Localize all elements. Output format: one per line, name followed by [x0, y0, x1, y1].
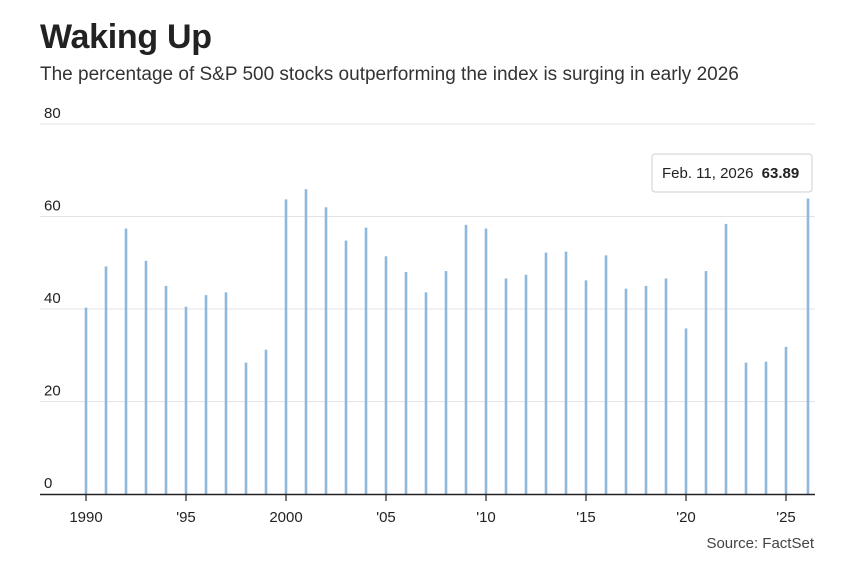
bar-2022: [724, 223, 728, 494]
bar-2001: [304, 189, 308, 494]
y-tick-label-0: 0: [44, 475, 52, 492]
bar-1990: [84, 307, 88, 494]
bar-1996: [204, 295, 208, 494]
bar-2012: [524, 274, 528, 494]
x-tick-label-2025: '25: [776, 509, 796, 526]
bar-2021: [704, 271, 708, 494]
x-tick-label-2010: '10: [476, 509, 496, 526]
bar-1995: [184, 306, 188, 494]
bar-2004: [364, 227, 368, 494]
x-tick-label-2000: 2000: [269, 509, 302, 526]
bar-2008: [444, 271, 448, 494]
x-tick-label-2005: '05: [376, 509, 396, 526]
tooltip-box: [651, 153, 813, 193]
bar-2011: [504, 278, 508, 494]
bar-1994: [164, 285, 168, 494]
bar-2009: [464, 224, 468, 494]
bar-2000: [284, 199, 288, 494]
bar-2023: [744, 362, 748, 494]
chart-title: Waking Up: [40, 18, 212, 56]
bar-2020: [684, 328, 688, 494]
x-axis-ticks: 1990 '95 2000 '05 '10 '15 '20 '25: [69, 494, 796, 526]
bar-2019: [664, 278, 668, 494]
bar-2007: [424, 292, 428, 494]
bar-2017: [624, 288, 628, 494]
tooltip: Feb. 11, 2026 63.89: [651, 153, 813, 193]
x-tick-label-1990: 1990: [69, 509, 102, 526]
y-tick-label-80: 80: [44, 105, 61, 122]
bar-2018: [644, 285, 648, 494]
bar-2013: [544, 252, 548, 494]
bar-2025: [784, 346, 788, 494]
bar-1999: [264, 349, 268, 494]
bars: [84, 189, 810, 495]
bar-2010: [484, 228, 488, 494]
bar-2005: [384, 256, 388, 494]
bar-2003: [344, 240, 348, 494]
x-tick-label-1995: '95: [176, 509, 196, 526]
y-tick-label-40: 40: [44, 290, 61, 307]
bar-2006: [404, 272, 408, 494]
tooltip-text: Feb. 11, 2026 63.89: [662, 165, 799, 182]
y-axis-labels: 0 20 40 60 80: [44, 105, 61, 492]
bar-1991: [104, 266, 108, 494]
source-note: Source: FactSet: [706, 535, 814, 552]
x-tick-label-2020: '20: [676, 509, 696, 526]
bar-2002: [324, 207, 328, 494]
bar-1998: [244, 362, 248, 494]
bar-1993: [144, 260, 148, 494]
bar-2016: [604, 255, 608, 494]
bar-recent-0: [806, 198, 810, 495]
y-tick-label-60: 60: [44, 198, 61, 215]
bar-2015: [584, 280, 588, 494]
tooltip-date: Feb. 11, 2026: [662, 165, 753, 182]
y-tick-label-20: 20: [44, 383, 61, 400]
x-tick-label-2015: '15: [576, 509, 596, 526]
bar-2014: [564, 251, 568, 494]
bar-1992: [124, 228, 128, 494]
bar-1997: [224, 292, 228, 494]
bar-2024: [764, 361, 768, 494]
chart-subtitle: The percentage of S&P 500 stocks outperf…: [40, 64, 739, 85]
tooltip-value: 63.89: [762, 165, 800, 182]
